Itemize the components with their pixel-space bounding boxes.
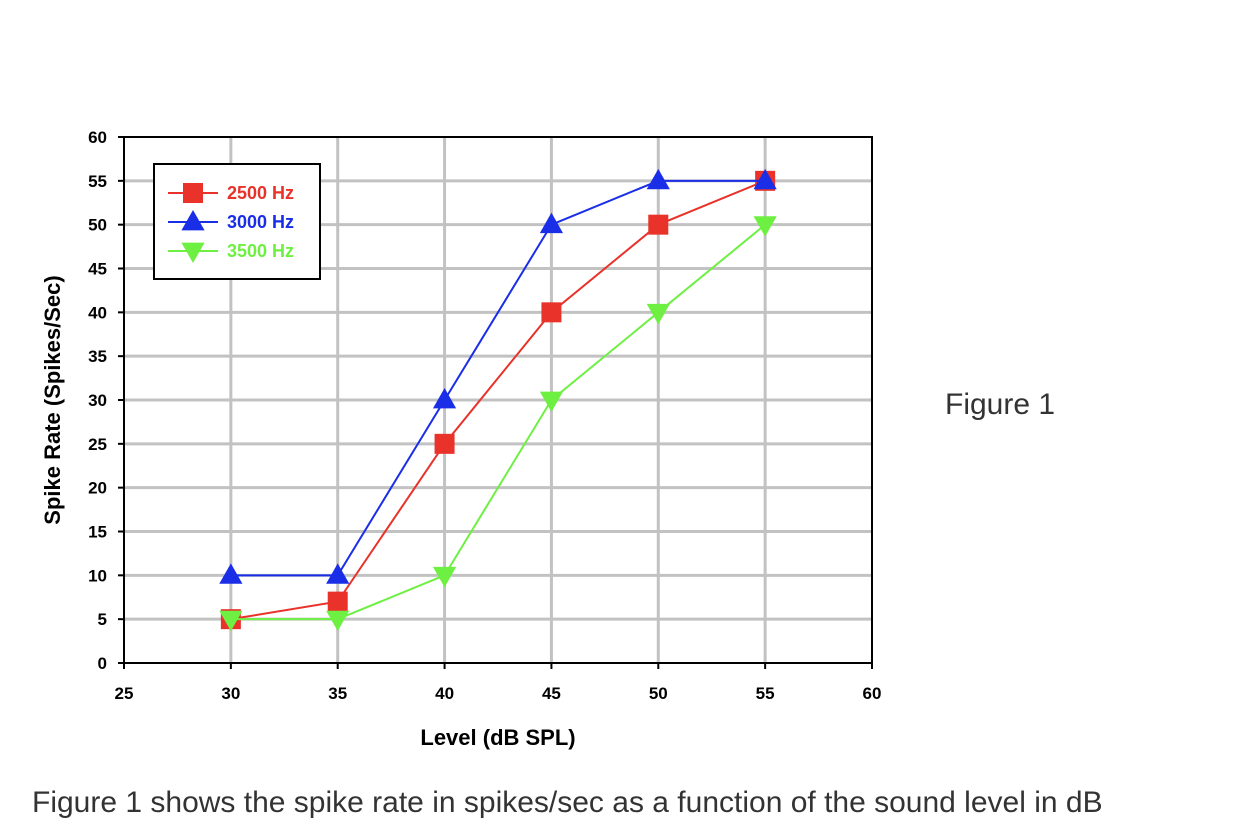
data-point (432, 388, 457, 409)
y-tick-label: 20 (88, 479, 107, 498)
x-tick-label: 35 (328, 684, 347, 703)
data-point (753, 216, 777, 237)
x-tick-label: 50 (649, 684, 668, 703)
series-0 (220, 170, 776, 630)
y-tick-label: 50 (88, 216, 107, 235)
y-axis-title: Spike Rate (Spikes/Sec) (40, 275, 65, 524)
x-tick-label: 60 (863, 684, 882, 703)
figure-caption: Figure 1 shows the spike rate in spikes/… (32, 786, 1103, 819)
y-tick-label: 5 (98, 610, 107, 629)
legend-label: 3500 Hz (227, 241, 294, 261)
series-2 (219, 216, 777, 632)
data-point (539, 212, 564, 234)
y-tick-label: 15 (88, 523, 107, 542)
x-tick-label: 55 (756, 684, 775, 703)
legend-item: 3500 Hz (168, 241, 294, 263)
data-point (646, 303, 670, 325)
data-point (434, 433, 455, 454)
data-point (539, 391, 564, 412)
legend: 2500 Hz 3000 Hz 3500 Hz (153, 163, 321, 280)
data-point (326, 563, 350, 584)
data-point (646, 168, 670, 190)
legend-marker (181, 210, 205, 231)
series-layer (219, 168, 777, 632)
y-tick-label: 10 (88, 566, 107, 585)
x-axis-title: Level (dB SPL) (420, 725, 575, 750)
y-tick-label: 60 (88, 128, 107, 147)
legend-item: 3000 Hz (168, 210, 294, 232)
series-line (230, 179, 766, 577)
data-point (648, 214, 669, 235)
data-point (753, 168, 777, 190)
data-point (326, 610, 350, 632)
x-tick-label: 30 (221, 684, 240, 703)
legend-marker (183, 183, 203, 203)
y-tick-label: 25 (88, 435, 107, 454)
x-tick-label: 40 (435, 684, 454, 703)
legend-label: 3000 Hz (227, 212, 294, 232)
data-point (432, 566, 457, 588)
legend-marker (181, 242, 205, 263)
axis-ticks: 25 30 35 40 45 50 55 60 0 5 10 15 20 25 30 35 40 45 50 55 60 (88, 128, 881, 703)
legend-item: 2500 Hz (168, 183, 294, 203)
figure-label: Figure 1 (945, 388, 1056, 421)
data-point (219, 610, 243, 632)
series-1 (219, 168, 777, 584)
data-point (219, 563, 243, 584)
series-line (230, 179, 766, 621)
y-tick-label: 35 (88, 347, 107, 366)
y-tick-label: 40 (88, 303, 107, 322)
y-tick-label: 0 (98, 654, 107, 673)
legend-label: 2500 Hz (227, 183, 294, 203)
series-line (230, 223, 766, 621)
data-point (327, 591, 348, 612)
x-tick-label: 25 (115, 684, 134, 703)
y-tick-label: 55 (88, 172, 107, 191)
y-tick-label: 30 (88, 391, 107, 410)
y-tick-label: 45 (88, 260, 107, 279)
data-point (541, 302, 562, 323)
x-tick-label: 45 (542, 684, 561, 703)
